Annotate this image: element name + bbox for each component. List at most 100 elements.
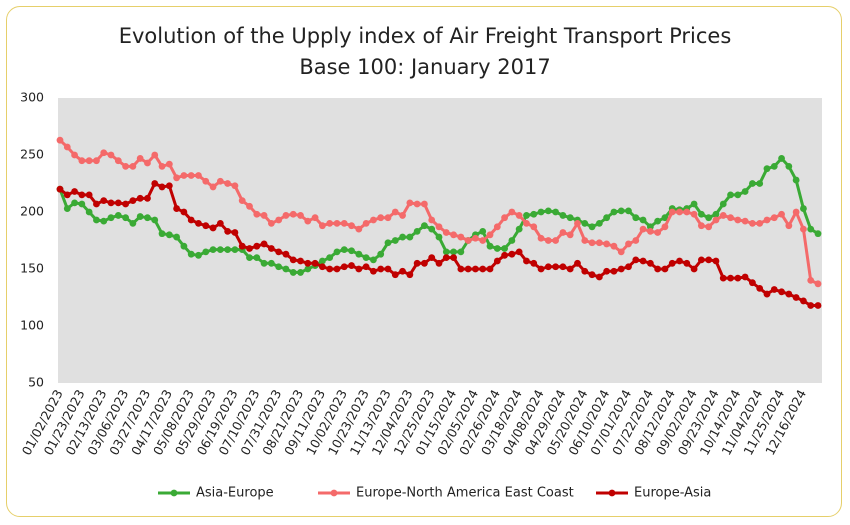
data-point [581, 220, 589, 227]
data-point [377, 214, 385, 222]
data-point [588, 271, 596, 279]
data-point [734, 216, 742, 224]
data-point [158, 163, 166, 170]
data-point [785, 163, 793, 170]
data-point [581, 267, 589, 275]
data-point [93, 157, 100, 165]
data-point [78, 157, 86, 165]
data-point [792, 294, 800, 301]
data-point [581, 237, 589, 244]
y-tick-label: 300 [20, 90, 44, 105]
data-point [122, 163, 129, 170]
data-point [406, 271, 414, 279]
data-point [727, 191, 734, 199]
data-point [552, 237, 560, 244]
data-point [318, 257, 326, 265]
data-point [78, 200, 86, 208]
data-point [136, 194, 144, 202]
data-point [224, 227, 232, 235]
data-point [800, 297, 807, 305]
data-point [508, 237, 516, 244]
data-point [770, 286, 778, 293]
data-point [792, 208, 800, 216]
data-point [457, 265, 465, 273]
data-point [625, 263, 632, 271]
data-point [136, 213, 144, 220]
data-point [107, 151, 115, 159]
data-point [515, 212, 523, 219]
data-point [442, 229, 450, 236]
data-point [428, 216, 436, 224]
data-point [151, 216, 159, 224]
data-point [493, 257, 501, 265]
data-point [406, 233, 414, 241]
data-point [56, 136, 64, 144]
data-point [370, 256, 377, 264]
data-point [785, 290, 793, 298]
data-point [173, 174, 181, 182]
data-point [71, 188, 78, 195]
data-point [384, 265, 392, 273]
data-point [472, 265, 479, 273]
data-point [195, 251, 202, 259]
data-point [100, 149, 108, 157]
legend-label: Asia-Europe [196, 486, 274, 501]
data-point [457, 233, 465, 241]
data-point [741, 273, 749, 281]
data-point [625, 207, 632, 215]
data-point [603, 214, 611, 222]
data-point [209, 224, 217, 232]
y-tick-label: 50 [28, 375, 44, 390]
data-point [63, 205, 71, 212]
data-point [370, 267, 377, 275]
data-point [632, 214, 640, 222]
data-point [668, 259, 676, 267]
data-point [683, 208, 691, 216]
data-point [275, 248, 283, 256]
data-point [391, 271, 399, 279]
data-point [348, 222, 355, 230]
data-point [144, 159, 151, 167]
data-point [71, 151, 78, 159]
data-point [807, 225, 815, 233]
y-tick-label: 100 [20, 318, 44, 333]
data-point [413, 200, 421, 208]
data-point [246, 202, 253, 210]
data-point [435, 223, 443, 231]
data-point [472, 234, 479, 242]
data-point [391, 208, 399, 216]
data-point [712, 216, 720, 224]
data-point [304, 217, 312, 225]
data-point [340, 263, 348, 271]
data-point [778, 210, 785, 218]
data-point [792, 176, 800, 184]
data-point [246, 254, 253, 261]
data-point [85, 157, 93, 165]
data-point [697, 210, 705, 218]
data-point [479, 265, 487, 273]
data-point [697, 256, 705, 264]
data-point [756, 180, 764, 187]
data-point [639, 257, 647, 265]
data-point [610, 267, 618, 275]
data-point [282, 250, 290, 258]
data-point [515, 225, 523, 233]
data-point [56, 185, 64, 193]
data-point [493, 245, 501, 252]
data-point [85, 208, 93, 216]
data-point [493, 223, 501, 231]
data-point [355, 225, 363, 233]
data-point [114, 157, 122, 165]
data-point [122, 200, 129, 208]
data-point [275, 263, 283, 271]
data-point [180, 208, 188, 216]
data-point [377, 265, 385, 273]
data-point [770, 163, 778, 170]
data-point [719, 212, 727, 219]
data-point [355, 265, 363, 273]
data-point [333, 248, 341, 256]
data-point [661, 265, 669, 273]
data-point [304, 259, 312, 267]
data-point [654, 217, 662, 225]
